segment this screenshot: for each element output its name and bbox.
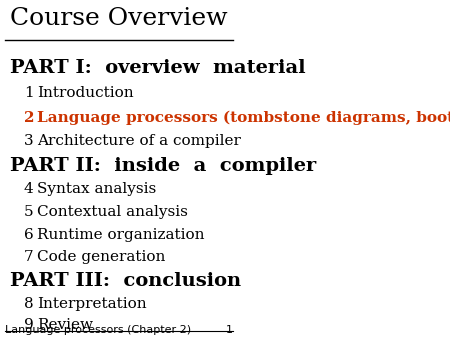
Text: Runtime organization: Runtime organization <box>37 227 204 242</box>
Text: Language processors (tombstone diagrams, bootstrapping): Language processors (tombstone diagrams,… <box>37 111 450 125</box>
Text: 4: 4 <box>24 182 34 196</box>
Text: 2: 2 <box>24 111 34 125</box>
Text: Introduction: Introduction <box>37 86 134 100</box>
Text: 6: 6 <box>24 227 34 242</box>
Text: 8: 8 <box>24 297 33 311</box>
Text: Course Overview: Course Overview <box>10 7 228 30</box>
Text: Review: Review <box>37 318 93 332</box>
Text: PART I:  overview  material: PART I: overview material <box>9 58 305 77</box>
Text: 7: 7 <box>24 250 33 264</box>
Text: Syntax analysis: Syntax analysis <box>37 182 156 196</box>
Text: Language processors (Chapter 2): Language processors (Chapter 2) <box>5 324 191 335</box>
Text: 1: 1 <box>24 86 34 100</box>
Text: PART III:  conclusion: PART III: conclusion <box>9 271 241 290</box>
Text: PART II:  inside  a  compiler: PART II: inside a compiler <box>9 156 316 175</box>
Text: Interpretation: Interpretation <box>37 297 147 311</box>
Text: Architecture of a compiler: Architecture of a compiler <box>37 134 241 148</box>
Text: 9: 9 <box>24 318 34 332</box>
Text: 5: 5 <box>24 205 33 219</box>
Text: Contextual analysis: Contextual analysis <box>37 205 188 219</box>
Text: 1: 1 <box>226 324 233 335</box>
Text: Code generation: Code generation <box>37 250 165 264</box>
Text: 3: 3 <box>24 134 33 148</box>
